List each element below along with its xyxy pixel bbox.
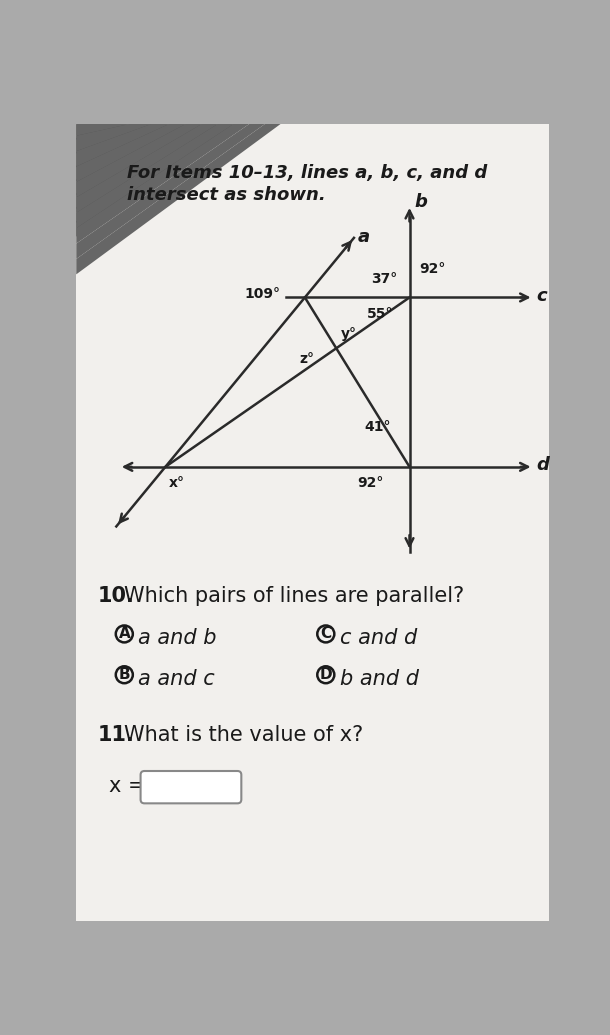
Text: What is the value of x?: What is the value of x? (124, 724, 364, 745)
Text: 55°: 55° (367, 306, 393, 321)
Text: intersect as shown.: intersect as shown. (127, 186, 325, 204)
Text: a and b: a and b (138, 628, 217, 648)
Text: 109°: 109° (245, 287, 281, 300)
Polygon shape (76, 120, 285, 274)
Text: a: a (358, 228, 370, 245)
Text: C: C (320, 626, 331, 642)
Polygon shape (76, 124, 194, 195)
Text: 37°: 37° (371, 272, 397, 286)
FancyBboxPatch shape (76, 124, 549, 921)
Polygon shape (76, 124, 236, 237)
Polygon shape (76, 124, 138, 140)
Text: 92°: 92° (419, 262, 445, 276)
Text: B: B (118, 668, 130, 682)
Text: 11.: 11. (98, 724, 135, 745)
Text: z°: z° (300, 352, 315, 366)
Text: A: A (118, 626, 130, 642)
Text: a and c: a and c (138, 669, 215, 688)
Text: c: c (537, 287, 547, 304)
Polygon shape (76, 120, 239, 228)
Polygon shape (76, 124, 180, 181)
Polygon shape (76, 120, 162, 151)
Polygon shape (76, 120, 146, 136)
Text: d: d (537, 456, 550, 474)
Polygon shape (76, 124, 208, 209)
Polygon shape (76, 120, 177, 167)
FancyBboxPatch shape (140, 771, 242, 803)
Text: x =: x = (109, 775, 145, 796)
Text: 92°: 92° (357, 476, 383, 491)
Text: c and d: c and d (340, 628, 417, 648)
Polygon shape (76, 120, 223, 213)
Polygon shape (76, 124, 222, 223)
Polygon shape (76, 120, 254, 243)
Text: y°: y° (341, 327, 357, 341)
Text: x°: x° (169, 476, 185, 491)
Text: 41°: 41° (365, 420, 391, 434)
Polygon shape (76, 120, 193, 182)
Text: 10.: 10. (98, 586, 135, 607)
Text: b: b (414, 193, 427, 210)
Polygon shape (76, 120, 270, 259)
Polygon shape (76, 120, 208, 198)
Polygon shape (76, 124, 166, 168)
Polygon shape (76, 124, 152, 153)
Text: b and d: b and d (340, 669, 418, 688)
Text: Which pairs of lines are parallel?: Which pairs of lines are parallel? (124, 586, 465, 607)
Text: For Items 10–13, lines a, b, c, and d: For Items 10–13, lines a, b, c, and d (127, 165, 487, 182)
Text: D: D (320, 668, 332, 682)
